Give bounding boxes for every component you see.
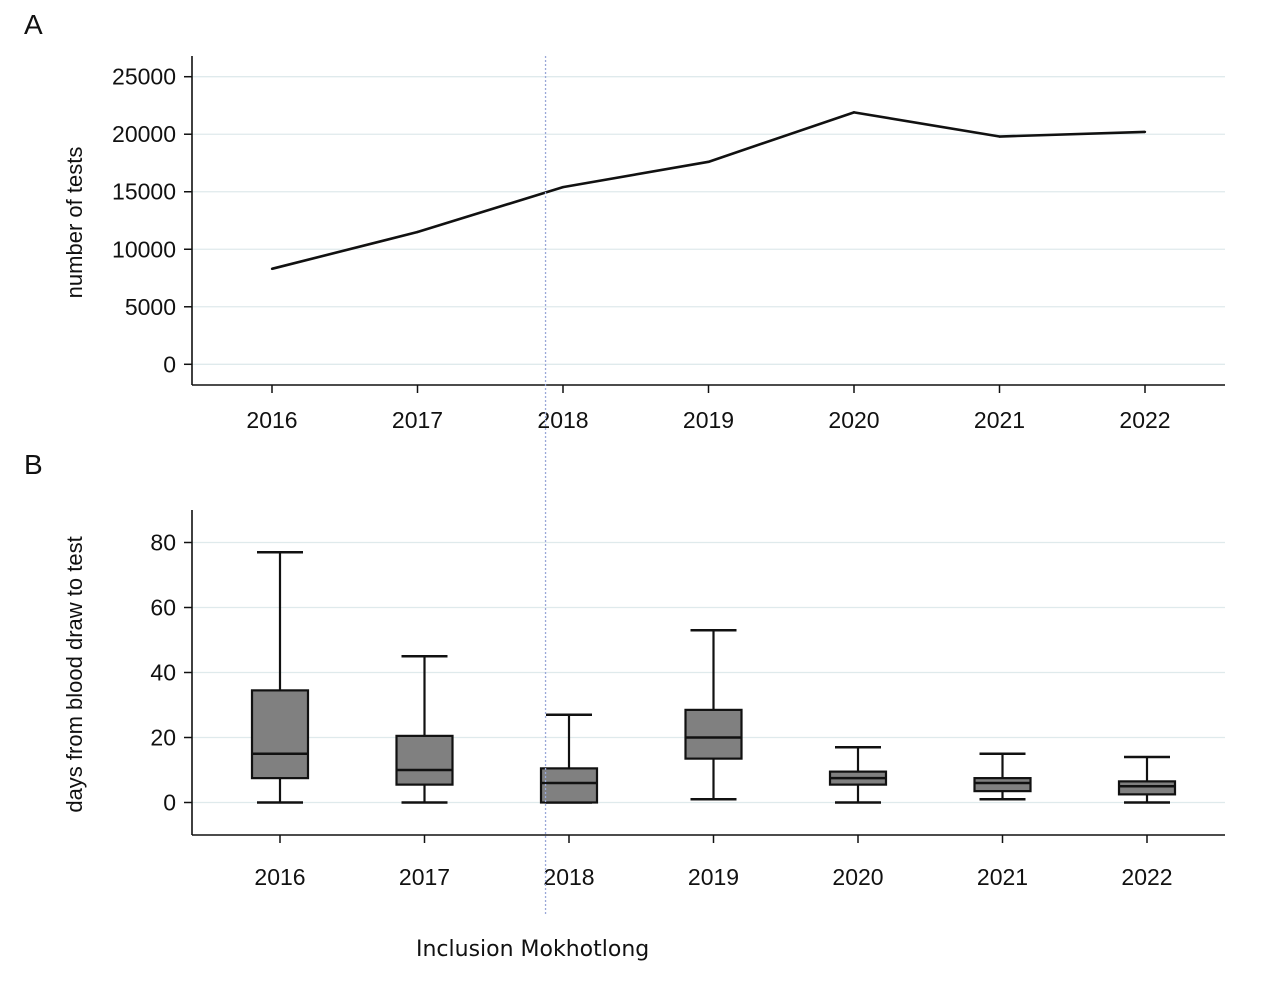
- box-2020: [828, 746, 888, 804]
- inclusion-annotation: Inclusion Mokhotlong: [416, 937, 649, 962]
- box-iqr: [539, 767, 599, 804]
- box-iqr: [973, 777, 1032, 793]
- box-2021: [973, 752, 1032, 801]
- data-point: [707, 160, 710, 164]
- x-tick-label: 2020: [832, 864, 883, 890]
- x-tick-label: 2021: [974, 407, 1025, 433]
- y-tick-label: 25000: [112, 64, 176, 90]
- box-2017: [395, 655, 454, 804]
- box-iqr: [684, 708, 743, 760]
- box-2022: [1117, 755, 1177, 804]
- box-2018: [539, 713, 599, 804]
- series-line-number-of-tests: [271, 111, 1146, 271]
- y-tick-label: 20000: [112, 121, 176, 147]
- x-tick-label: 2016: [246, 407, 297, 433]
- x-tick-label: 2020: [828, 407, 879, 433]
- panel-label-b: B: [24, 449, 43, 480]
- box-iqr: [395, 734, 454, 786]
- box-iqr: [1117, 780, 1177, 796]
- data-point: [998, 135, 1001, 138]
- y-tick-label: 0: [163, 790, 176, 816]
- data-point: [1143, 130, 1147, 134]
- x-tick-label: 2019: [688, 864, 739, 890]
- panel-label-a: A: [24, 9, 43, 40]
- data-point: [416, 230, 419, 234]
- x-tick-label: 2021: [977, 864, 1028, 890]
- x-tick-label: 2016: [254, 864, 305, 890]
- y-tick-label: 40: [150, 660, 176, 686]
- box-iqr: [250, 689, 310, 780]
- y-tick-label: 10000: [112, 236, 176, 262]
- box-2016: [250, 551, 310, 804]
- x-tick-label: 2017: [399, 864, 450, 890]
- boxplot-days-to-test: 0 20 40 60 80 2016 2017 2018 2019 2020 2021 2022 day…: [62, 510, 1225, 890]
- data-point: [561, 185, 565, 189]
- y-tick-label: 15000: [112, 179, 176, 205]
- y-axis-label: days from blood draw to test: [62, 536, 87, 812]
- x-tick-label: 2022: [1119, 407, 1170, 433]
- y-tick-label: 0: [163, 351, 176, 377]
- y-tick-label: 5000: [125, 294, 176, 320]
- x-tick-label: 2019: [683, 407, 734, 433]
- data-point: [270, 267, 274, 271]
- data-point: [852, 111, 856, 114]
- y-tick-label: 20: [150, 725, 176, 751]
- box-2019: [684, 629, 743, 801]
- y-tick-label: 80: [150, 530, 176, 556]
- x-tick-label: 2022: [1121, 864, 1172, 890]
- y-tick-label: 60: [150, 595, 176, 621]
- x-tick-label: 2018: [543, 864, 594, 890]
- x-tick-label: 2017: [392, 407, 443, 433]
- y-axis-label: number of tests: [62, 147, 87, 299]
